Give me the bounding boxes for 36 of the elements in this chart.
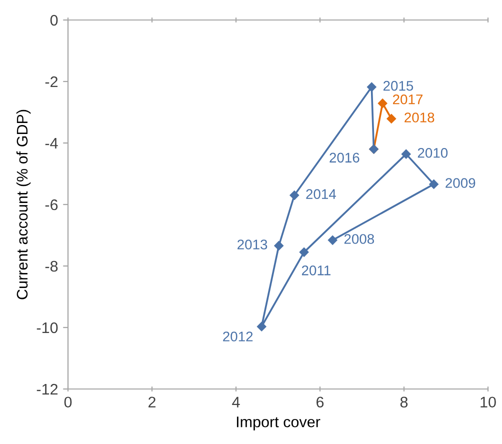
x-tick-label: 0 xyxy=(64,396,72,408)
annotation: 2008 xyxy=(344,234,374,244)
annotation: 2015 xyxy=(383,80,414,91)
annotation: 2013 xyxy=(238,240,268,250)
point xyxy=(429,180,438,189)
x-tick-label: 4 xyxy=(232,396,240,408)
point xyxy=(367,82,376,92)
x-tick-label: 10 xyxy=(480,396,496,408)
point xyxy=(378,98,388,108)
annotation: 2016 xyxy=(330,152,360,163)
x-tick-label: 8 xyxy=(400,396,408,408)
annotation: 2012 xyxy=(223,332,253,342)
annotation: 2009 xyxy=(446,178,476,188)
annotation: 2010 xyxy=(418,148,448,158)
annotation: 2017 xyxy=(393,94,422,104)
annotation: 2018 xyxy=(404,112,434,122)
point xyxy=(401,149,411,159)
y-tick-label: -6 xyxy=(45,199,58,210)
x-axis-title: Import cover xyxy=(236,416,320,430)
x-tick-label: 2 xyxy=(148,396,156,408)
point xyxy=(290,190,300,200)
annotation: 2014 xyxy=(306,189,336,200)
y-tick-label: 0 xyxy=(50,14,58,26)
annotation: 2011 xyxy=(302,266,330,276)
x-tick-label: 6 xyxy=(316,396,324,408)
y-tick-label: -2 xyxy=(45,76,58,88)
y-axis-title: Current account (% of GDP) xyxy=(16,110,31,300)
y-tick-label: -12 xyxy=(36,384,58,395)
point xyxy=(256,322,266,332)
point xyxy=(299,248,309,257)
y-tick-label: -10 xyxy=(36,322,58,334)
point xyxy=(386,114,396,124)
point xyxy=(274,241,284,250)
y-tick-label: -4 xyxy=(45,138,58,149)
y-tick-label: -8 xyxy=(45,260,58,272)
point xyxy=(328,236,338,245)
